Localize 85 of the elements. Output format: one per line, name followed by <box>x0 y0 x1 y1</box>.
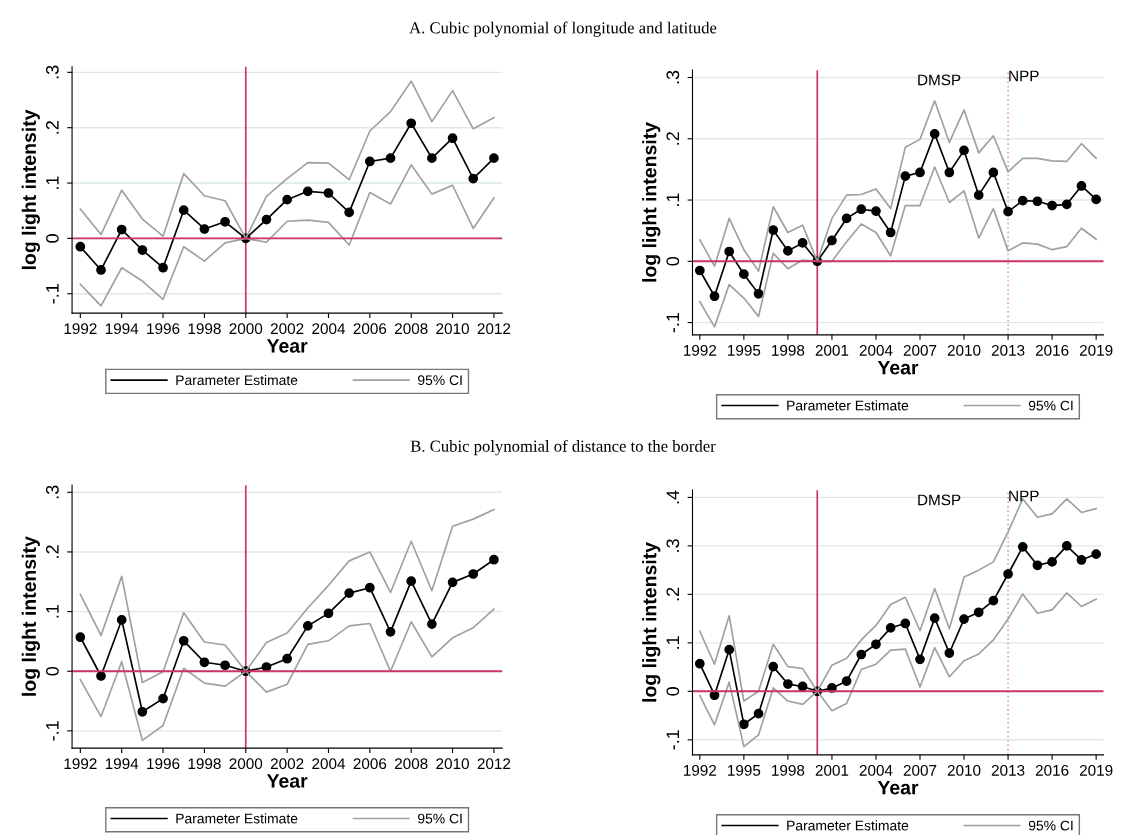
x-tick-label: 2002 <box>270 323 304 335</box>
annotation: DMSP <box>918 74 961 86</box>
x-tick-label: 2016 <box>1035 344 1069 356</box>
x-tick-label: 2010 <box>436 758 469 770</box>
y-tick-label: .1 <box>46 604 59 618</box>
y-tick-label: .3 <box>666 70 680 84</box>
y-tick-label: -.1 <box>666 312 680 333</box>
y-tick-label: .2 <box>666 587 680 601</box>
y-tick-label: -.1 <box>46 284 59 304</box>
y-tick-label: .4 <box>666 490 680 504</box>
y-tick-label: 0 <box>666 256 680 266</box>
x-tick-label: 1992 <box>64 323 97 335</box>
y-axis-title: log light intensity <box>21 109 40 270</box>
x-tick-label: 2008 <box>394 758 428 770</box>
x-tick-label: 1992 <box>684 344 717 356</box>
y-tick-label: -.1 <box>666 730 680 750</box>
x-tick-label: 2012 <box>477 758 511 770</box>
x-tick-label: 1998 <box>188 323 221 335</box>
x-tick-label: 2007 <box>903 344 937 356</box>
x-tick-label: 1996 <box>147 758 180 770</box>
x-tick-label: 2016 <box>1035 764 1069 776</box>
y-tick-label: .1 <box>666 193 680 206</box>
x-tick-label: 1994 <box>105 323 139 335</box>
x-tick-label: 2004 <box>859 344 893 356</box>
legend-label: 95% CI <box>1028 820 1073 831</box>
x-tick-label: 2007 <box>903 764 937 776</box>
x-tick-label: 1998 <box>188 758 221 770</box>
x-tick-label: 2012 <box>477 323 511 335</box>
x-axis-title: Year <box>877 780 919 795</box>
x-tick-label: 2013 <box>991 764 1025 776</box>
y-axis-title: log light intensity <box>21 536 40 696</box>
legend-label: Parameter Estimate <box>176 813 298 824</box>
x-tick-label: 2010 <box>436 323 469 335</box>
x-tick-label: 2013 <box>991 344 1025 356</box>
x-tick-label: 2019 <box>1079 344 1113 356</box>
x-tick-label: 2010 <box>947 344 981 356</box>
x-tick-label: 2006 <box>353 758 387 770</box>
y-tick-label: .2 <box>45 545 59 558</box>
y-axis-title: log light intensity <box>642 122 661 282</box>
y-tick-label: .3 <box>666 539 680 552</box>
legend-label: 95% CI <box>1028 400 1073 411</box>
legend-label: Parameter Estimate <box>787 820 909 831</box>
x-tick-label: 2004 <box>859 764 893 776</box>
legend-label: Parameter Estimate <box>787 400 909 411</box>
y-tick-label: 0 <box>45 234 59 243</box>
x-tick-label: 2000 <box>229 323 263 335</box>
x-tick-label: 2004 <box>312 758 346 770</box>
x-tick-label: 2010 <box>947 764 981 776</box>
x-tick-label: 1992 <box>684 764 717 776</box>
annotation: DMSP <box>918 494 961 506</box>
x-tick-label: 1996 <box>147 323 180 335</box>
x-tick-label: 1998 <box>772 344 805 356</box>
x-tick-label: 2001 <box>815 764 849 776</box>
y-tick-label: 0 <box>666 687 680 696</box>
y-tick-label: .1 <box>666 636 680 649</box>
x-tick-label: 2000 <box>229 758 263 770</box>
y-tick-label: .1 <box>46 176 59 189</box>
legend-label: 95% CI <box>418 375 462 386</box>
y-tick-label: .3 <box>45 485 59 499</box>
x-tick-label: 1998 <box>772 764 805 776</box>
x-axis-title: Year <box>877 360 919 375</box>
x-tick-label: 2008 <box>394 323 428 335</box>
x-tick-label: 2002 <box>270 758 304 770</box>
legend-label: 95% CI <box>418 813 462 824</box>
x-tick-label: 1994 <box>105 758 139 770</box>
x-tick-label: 2006 <box>353 323 387 335</box>
x-axis-title: Year <box>266 774 308 788</box>
x-tick-label: 1992 <box>64 758 97 770</box>
y-tick-label: .2 <box>666 132 680 145</box>
y-tick-label: -.1 <box>46 721 59 741</box>
x-tick-label: 2019 <box>1079 764 1113 776</box>
legend-label: Parameter Estimate <box>176 374 298 386</box>
text: A. Cubic polynomial of longitude and latitude <box>409 21 717 37</box>
y-tick-label: 0 <box>45 666 59 676</box>
ref-line-label: NPP <box>1009 70 1039 82</box>
ref-line-label: NPP <box>1009 490 1039 502</box>
y-tick-label: .2 <box>45 121 59 134</box>
y-axis-title: log light intensity <box>642 542 661 702</box>
x-tick-label: 1995 <box>728 344 761 356</box>
y-tick-label: .3 <box>45 65 59 79</box>
x-tick-label: 2001 <box>815 344 849 356</box>
x-axis-title: Year <box>266 339 308 353</box>
text: B. Cubic polynomial of distance to the border <box>410 439 716 456</box>
x-tick-label: 2004 <box>312 323 346 335</box>
x-tick-label: 1995 <box>728 764 761 776</box>
